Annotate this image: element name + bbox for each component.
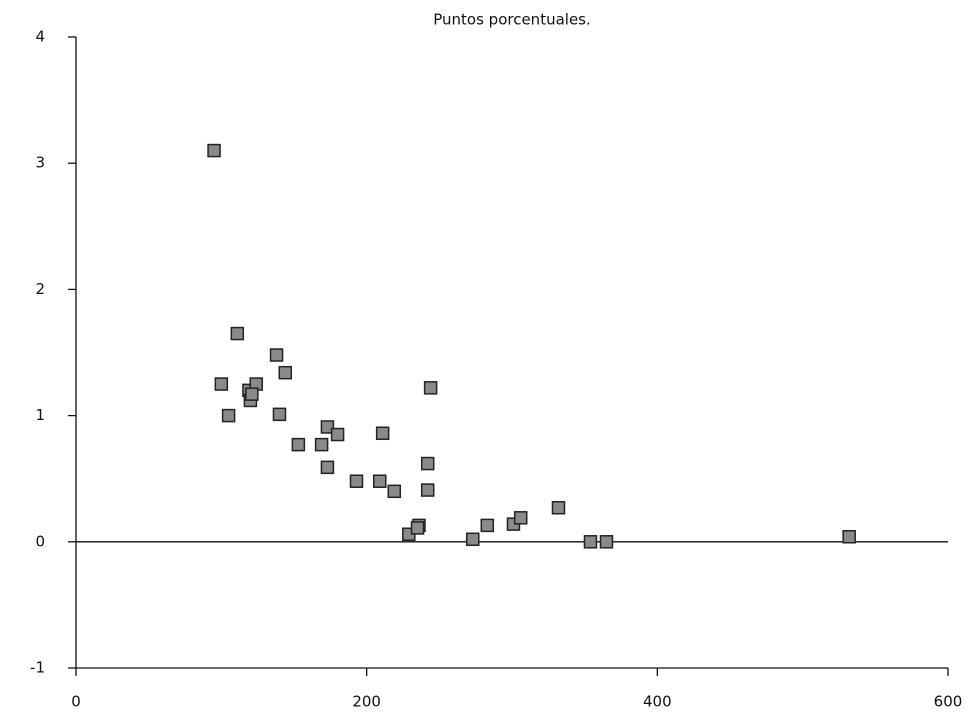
x-tick-label: 600 [934,693,963,711]
point [221,408,236,423]
point [423,381,438,395]
point [291,437,306,452]
point [513,511,528,525]
point [466,532,480,547]
point [214,377,229,391]
point [230,326,245,341]
point [375,426,390,441]
point [272,407,287,422]
y-tick-label: 4 [35,28,45,46]
point [410,521,425,535]
point [245,387,259,401]
point [320,420,335,434]
chart-title: Puntos porcentuales. [433,11,591,29]
point [420,483,435,497]
point [599,535,614,549]
x-tick-label: 400 [643,693,672,711]
x-tick-label: 200 [352,693,381,711]
y-tick-label: 0 [35,532,45,550]
point [320,460,335,475]
point [387,484,402,499]
point [583,535,598,549]
y-tick-label: 1 [35,406,45,424]
point [330,427,345,442]
y-tick-label: 3 [35,154,45,172]
y-tick-label: 2 [35,280,45,298]
point [842,530,856,544]
point [372,474,387,488]
point [349,474,364,488]
point [480,518,495,533]
point [420,456,435,471]
point [278,365,293,380]
point [269,348,284,362]
point [314,437,329,452]
point [551,500,566,515]
x-tick-label: 0 [71,693,81,711]
y-tick-label: -1 [30,659,45,677]
point [207,143,221,158]
